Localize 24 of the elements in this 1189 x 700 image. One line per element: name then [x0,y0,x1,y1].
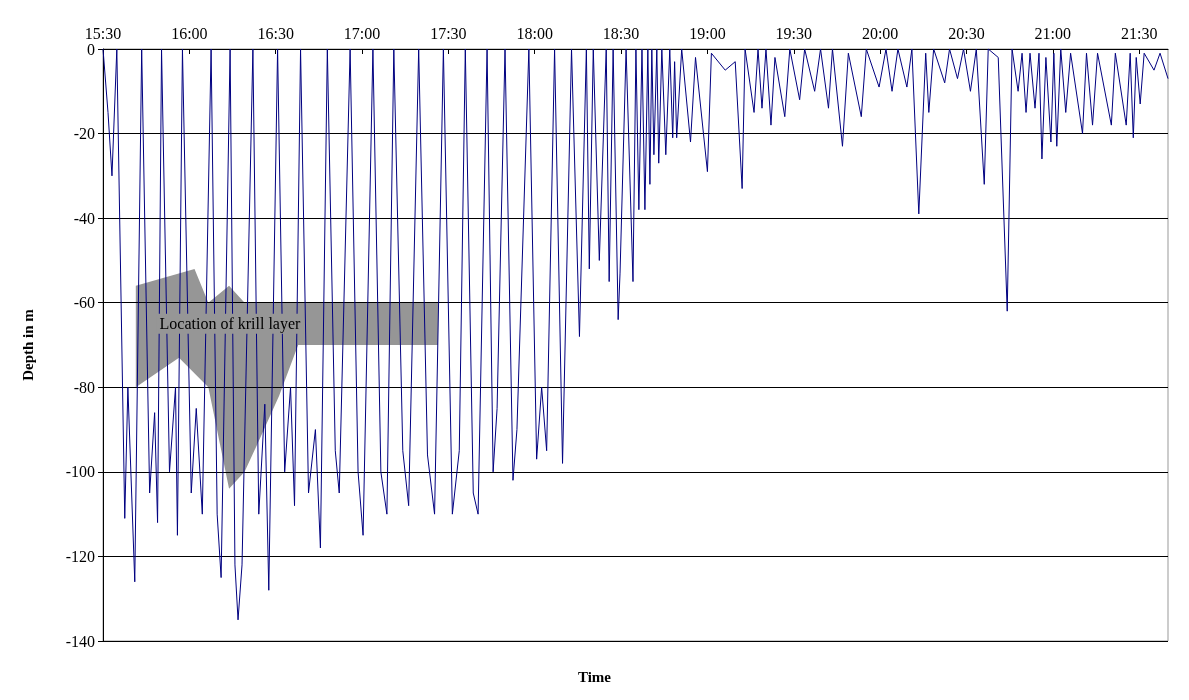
x-tick-label: 17:30 [430,24,467,42]
x-tick-label: 20:00 [861,24,899,42]
x-tick-label: 20:30 [948,24,985,42]
y-tick-label: -60 [73,294,95,312]
y-tick-label: -40 [73,209,95,227]
y-tick-label: -20 [73,125,95,143]
x-tick-label: 19:00 [689,24,726,42]
annotation: Location of krill layer [159,315,302,334]
x-axis-title: Time [577,668,612,685]
x-tick-label: 21:00 [1034,24,1072,42]
y-tick-label: -80 [73,378,95,396]
x-tick-label: 16:00 [171,24,208,42]
y-tick-label: 0 [87,40,95,58]
x-tick-label: 15:30 [84,24,122,42]
x-tick-label: 21:30 [1120,24,1158,42]
y-tick-label: -100 [65,463,95,481]
x-tick-label: 18:30 [602,24,640,42]
x-tick-label: 17:00 [343,24,381,42]
y-tick-label: -120 [65,547,95,565]
y-axis-title: Depth in m [19,308,36,381]
x-tick-label: 18:00 [516,24,553,42]
x-tick-label: 16:30 [257,24,294,42]
y-tick-label: -140 [65,632,95,650]
x-tick-label: 19:30 [775,24,812,42]
